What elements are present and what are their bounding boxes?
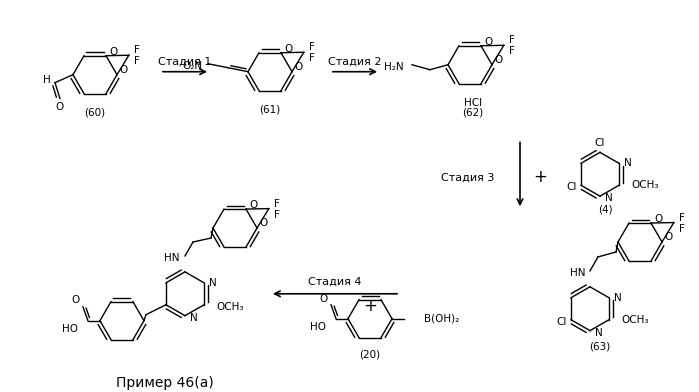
- Text: N: N: [209, 278, 217, 288]
- Text: OCH₃: OCH₃: [621, 315, 649, 325]
- Text: O₂N: O₂N: [182, 61, 202, 71]
- Text: (60): (60): [85, 107, 106, 118]
- Text: O: O: [294, 62, 303, 72]
- Text: H: H: [43, 74, 51, 85]
- Text: HN: HN: [570, 268, 586, 278]
- Text: O: O: [654, 214, 663, 224]
- Text: N: N: [595, 328, 603, 338]
- Text: O: O: [259, 218, 268, 228]
- Text: F: F: [679, 223, 685, 234]
- Text: N: N: [605, 193, 613, 203]
- Text: HO: HO: [310, 322, 326, 332]
- Text: (63): (63): [589, 341, 611, 352]
- Text: F: F: [274, 199, 280, 209]
- Text: Cl: Cl: [595, 138, 605, 149]
- Text: O: O: [284, 44, 292, 54]
- Text: F: F: [309, 53, 315, 63]
- Text: O: O: [72, 295, 80, 305]
- Text: F: F: [134, 56, 140, 66]
- Text: O: O: [249, 200, 257, 210]
- Text: N: N: [190, 313, 198, 323]
- Text: F: F: [274, 210, 280, 220]
- Text: Стадия 2: Стадия 2: [329, 57, 382, 67]
- Text: O: O: [664, 232, 672, 242]
- Text: (61): (61): [259, 105, 280, 114]
- Text: O: O: [120, 65, 127, 75]
- Text: Стадия 3: Стадия 3: [441, 172, 495, 182]
- Text: N: N: [614, 293, 622, 303]
- Text: Cl: Cl: [567, 182, 577, 192]
- Text: Стадия 4: Стадия 4: [308, 277, 362, 287]
- Text: (20): (20): [359, 350, 380, 359]
- Text: F: F: [509, 35, 514, 45]
- Text: F: F: [679, 212, 685, 223]
- Text: H₂N: H₂N: [384, 62, 404, 72]
- Text: N: N: [624, 158, 632, 168]
- Text: O: O: [494, 55, 503, 65]
- Text: +: +: [533, 168, 547, 186]
- Text: Пример 46(а): Пример 46(а): [116, 376, 214, 390]
- Text: (62): (62): [462, 107, 484, 118]
- Text: HCl: HCl: [464, 98, 482, 107]
- Text: HN: HN: [164, 253, 180, 263]
- Text: Стадия 1: Стадия 1: [158, 57, 212, 67]
- Text: O: O: [56, 102, 64, 112]
- Text: +: +: [363, 297, 377, 315]
- Text: OCH₃: OCH₃: [631, 180, 658, 190]
- Text: O: O: [109, 47, 117, 56]
- Text: Cl: Cl: [557, 317, 567, 327]
- Text: F: F: [509, 46, 514, 56]
- Text: OCH₃: OCH₃: [216, 302, 243, 312]
- Text: O: O: [484, 36, 492, 47]
- Text: B(OH)₂: B(OH)₂: [424, 314, 459, 324]
- Text: F: F: [309, 42, 315, 52]
- Text: O: O: [320, 294, 328, 304]
- Text: (4): (4): [598, 204, 612, 214]
- Text: F: F: [134, 45, 140, 55]
- Text: HO: HO: [62, 324, 78, 334]
